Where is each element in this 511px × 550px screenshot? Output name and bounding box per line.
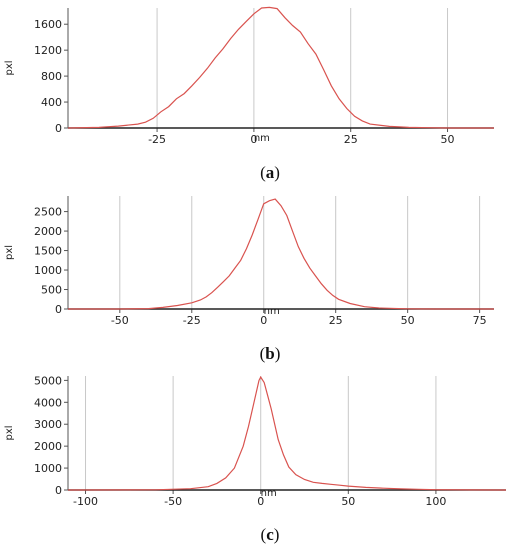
x-tick-label: -50 <box>164 495 182 508</box>
data-line <box>67 6 494 129</box>
x-axis-label: nm <box>264 306 280 317</box>
x-tick-label: 25 <box>344 133 358 146</box>
y-axis-label: pxl <box>4 60 15 75</box>
y-tick-label: 5000 <box>34 374 62 387</box>
panel-label-open: ( <box>260 344 266 363</box>
panel-label-close: ) <box>275 344 281 363</box>
x-tick-label: -25 <box>183 314 201 327</box>
y-tick-label: 1500 <box>34 245 62 258</box>
panel-label-close: ) <box>274 163 280 182</box>
x-axis-label: nm <box>254 133 270 144</box>
y-tick-label: 1000 <box>34 264 62 277</box>
panel-label: (a) <box>260 163 280 182</box>
y-tick-label: 1000 <box>34 462 62 475</box>
panel-label: (b) <box>260 344 281 363</box>
panel-label-letter: c <box>266 525 274 544</box>
data-line <box>68 198 494 310</box>
chart-a: -25 0 25 50 0 400 800 1200 1600 nm pxl (a) <box>4 6 494 182</box>
panel-label-open: ( <box>260 163 266 182</box>
data-line <box>67 375 507 491</box>
x-tick-label: 50 <box>341 495 355 508</box>
y-tick-label: 0 <box>55 303 62 316</box>
chart-c: -100 -50 0 50 100010002000300040005000nmpxl(… <box>4 374 507 544</box>
y-tick-label: 3000 <box>34 418 62 431</box>
panel-label: (c) <box>261 525 280 544</box>
y-tick-label: 0 <box>55 122 62 135</box>
y-tick-label: 2500 <box>34 206 62 219</box>
y-tick-label: 800 <box>41 70 62 83</box>
y-tick-label: 1200 <box>34 44 62 57</box>
y-tick-label: 500 <box>41 284 62 297</box>
y-tick-label: 1600 <box>34 18 62 31</box>
x-tick-label: -100 <box>73 495 98 508</box>
x-tick-label: -50 <box>111 314 129 327</box>
x-tick-label: 25 <box>329 314 343 327</box>
panel-label-close: ) <box>274 525 280 544</box>
x-axis-label: nm <box>261 488 277 499</box>
x-tick-label: -25 <box>148 133 166 146</box>
y-axis-label: pxl <box>4 245 15 260</box>
panel-label-open: ( <box>261 525 267 544</box>
x-tick-label: 0 <box>257 495 264 508</box>
x-tick-label: 50 <box>441 133 455 146</box>
x-tick-label: 0 <box>260 314 267 327</box>
panel-label-letter: b <box>265 344 274 363</box>
y-tick-label: 0 <box>55 484 62 497</box>
x-tick-label: 50 <box>401 314 415 327</box>
panel-label-letter: a <box>266 163 275 182</box>
x-tick-label: 0 <box>250 133 257 146</box>
y-tick-label: 400 <box>41 96 62 109</box>
y-axis-label: pxl <box>4 425 15 440</box>
y-tick-label: 2000 <box>34 440 62 453</box>
chart-b: -50 -25 0 25 50 75 0 500 1000 1500 2000 2500 nm pxl (b… <box>4 196 494 363</box>
x-tick-label: 75 <box>473 314 487 327</box>
x-tick-label: 100 <box>425 495 446 508</box>
y-tick-label: 4000 <box>34 396 62 409</box>
y-tick-label: 2000 <box>34 225 62 238</box>
